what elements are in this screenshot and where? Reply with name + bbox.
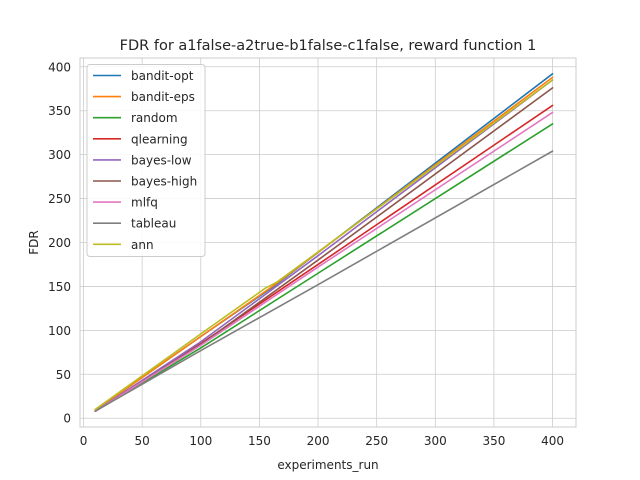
x-tick-label: 100 <box>189 434 212 448</box>
series-line-tableau <box>94 150 554 412</box>
legend-label-bandit-eps: bandit-eps <box>131 90 195 104</box>
legend-label-random: random <box>131 111 178 125</box>
series-line-mlfq <box>94 111 554 412</box>
legend-label-mlfq: mlfq <box>131 196 158 210</box>
legend-label-ann: ann <box>131 238 154 252</box>
legend-label-tableau: tableau <box>131 217 176 231</box>
y-tick-label: 100 <box>48 324 71 338</box>
y-tick-label: 150 <box>48 280 71 294</box>
tick-labels: 0 50 100 150 200 250 300 350 400 0 50 100 150 200 250 3… <box>48 60 564 448</box>
series-layer <box>94 73 554 412</box>
y-tick-label: 200 <box>48 236 71 250</box>
plot-frame <box>79 57 577 428</box>
x-tick-label: 150 <box>248 434 271 448</box>
x-tick-label: 350 <box>482 434 505 448</box>
x-tick-label: 0 <box>80 434 88 448</box>
legend-label-bayes-high: bayes-high <box>131 175 197 189</box>
y-tick-label: 0 <box>63 412 71 426</box>
legend-box <box>86 64 206 257</box>
legend-label-qlearning: qlearning <box>131 132 188 146</box>
chart-title: FDR for a1false-a2true-b1false-c1false, … <box>120 38 537 54</box>
y-tick-label: 250 <box>48 192 71 206</box>
legend: bandit-opt bandit-eps random qlearning bayes… <box>86 64 206 257</box>
x-tick-label: 400 <box>541 434 564 448</box>
y-tick-label: 50 <box>56 368 71 382</box>
series-line-random <box>94 123 554 412</box>
x-tick-label: 200 <box>307 434 330 448</box>
legend-label-bayes-low: bayes-low <box>131 153 192 167</box>
y-tick-label: 350 <box>48 104 71 118</box>
x-tick-label: 300 <box>424 434 447 448</box>
y-tick-label: 300 <box>48 148 71 162</box>
grid-layer <box>79 57 577 428</box>
series-line-bayes-low <box>94 79 554 412</box>
y-tick-label: 400 <box>48 60 71 74</box>
legend-label-bandit-opt: bandit-opt <box>131 69 194 83</box>
x-tick-label: 250 <box>365 434 388 448</box>
x-axis-label: experiments_run <box>277 458 378 472</box>
y-axis-label: FDR <box>27 230 41 254</box>
legend-items: bandit-opt bandit-eps random qlearning bayes… <box>93 69 197 252</box>
x-tick-label: 50 <box>135 434 150 448</box>
series-line-ann <box>94 79 554 411</box>
